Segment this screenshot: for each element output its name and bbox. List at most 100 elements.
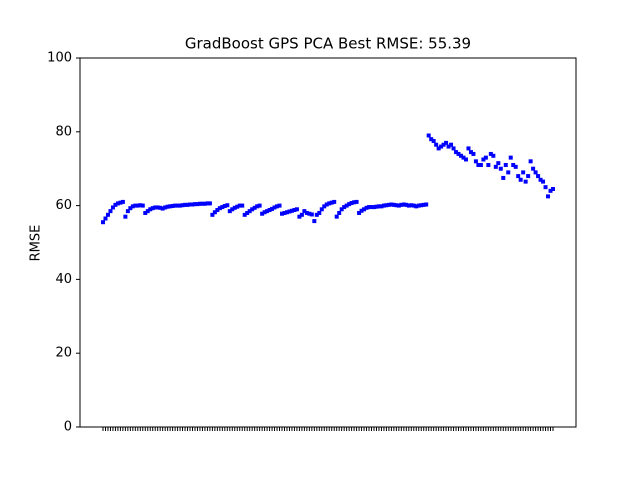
point bbox=[207, 201, 212, 206]
point bbox=[329, 200, 334, 205]
point bbox=[245, 210, 250, 215]
point bbox=[371, 205, 376, 210]
point bbox=[312, 219, 317, 224]
chart-title: GradBoost GPS PCA Best RMSE: 55.39 bbox=[185, 35, 471, 53]
point bbox=[528, 159, 533, 164]
point bbox=[242, 212, 247, 217]
point bbox=[463, 157, 468, 162]
point bbox=[471, 151, 476, 156]
point bbox=[441, 142, 446, 147]
point bbox=[513, 164, 518, 169]
point bbox=[533, 170, 538, 175]
point bbox=[163, 205, 168, 210]
point bbox=[434, 142, 439, 147]
point bbox=[468, 150, 473, 155]
point bbox=[501, 175, 506, 180]
point bbox=[202, 201, 207, 206]
point bbox=[215, 208, 220, 213]
point bbox=[160, 206, 165, 211]
point bbox=[394, 203, 399, 208]
point bbox=[451, 146, 456, 151]
point bbox=[113, 202, 118, 207]
point bbox=[289, 208, 294, 213]
point bbox=[272, 205, 277, 210]
point bbox=[170, 203, 175, 208]
point bbox=[389, 202, 394, 207]
point bbox=[466, 146, 471, 151]
point bbox=[496, 161, 501, 166]
point bbox=[294, 207, 299, 212]
point bbox=[250, 207, 255, 212]
point bbox=[309, 212, 314, 217]
point bbox=[339, 207, 344, 212]
point bbox=[255, 204, 260, 209]
point bbox=[148, 207, 153, 212]
point bbox=[284, 210, 289, 215]
point bbox=[359, 208, 364, 213]
point bbox=[324, 202, 329, 207]
point bbox=[304, 210, 309, 215]
point bbox=[257, 203, 262, 208]
point bbox=[287, 209, 292, 214]
point bbox=[175, 203, 180, 208]
point bbox=[399, 202, 404, 207]
point bbox=[396, 203, 401, 208]
point bbox=[235, 204, 240, 209]
point bbox=[130, 204, 135, 209]
point bbox=[168, 204, 173, 209]
point bbox=[526, 174, 531, 179]
point bbox=[344, 203, 349, 208]
point bbox=[414, 204, 419, 209]
point bbox=[150, 206, 155, 211]
point bbox=[523, 179, 528, 184]
point bbox=[123, 214, 128, 219]
point bbox=[138, 203, 143, 208]
point bbox=[105, 212, 110, 217]
point bbox=[531, 166, 536, 171]
point bbox=[473, 159, 478, 164]
point bbox=[548, 188, 553, 193]
point bbox=[188, 202, 193, 207]
point bbox=[200, 201, 205, 206]
point bbox=[277, 203, 282, 208]
point bbox=[155, 205, 160, 210]
point bbox=[133, 203, 138, 208]
point bbox=[483, 155, 488, 160]
point bbox=[459, 153, 464, 158]
point bbox=[374, 204, 379, 209]
point bbox=[444, 140, 449, 145]
point bbox=[252, 205, 257, 210]
point bbox=[327, 201, 332, 206]
point bbox=[364, 205, 369, 210]
point bbox=[212, 210, 217, 215]
point bbox=[222, 203, 227, 208]
point bbox=[431, 139, 436, 144]
point bbox=[128, 206, 133, 211]
y-tick-label: 40 bbox=[55, 272, 72, 287]
point bbox=[270, 206, 275, 211]
point bbox=[543, 185, 548, 190]
point bbox=[337, 210, 342, 215]
point bbox=[352, 200, 357, 205]
point bbox=[210, 212, 215, 217]
point bbox=[518, 177, 523, 182]
point bbox=[446, 144, 451, 149]
point bbox=[227, 209, 232, 214]
point bbox=[449, 142, 454, 147]
point bbox=[454, 150, 459, 155]
point bbox=[461, 155, 466, 160]
point bbox=[503, 163, 508, 168]
point bbox=[237, 203, 242, 208]
point bbox=[322, 204, 327, 209]
point bbox=[536, 174, 541, 179]
point bbox=[416, 203, 421, 208]
point bbox=[108, 209, 113, 214]
point bbox=[125, 209, 130, 214]
point bbox=[486, 163, 491, 168]
point bbox=[421, 202, 426, 207]
point bbox=[180, 203, 185, 208]
point bbox=[376, 204, 381, 209]
point bbox=[386, 202, 391, 207]
point bbox=[317, 210, 322, 215]
